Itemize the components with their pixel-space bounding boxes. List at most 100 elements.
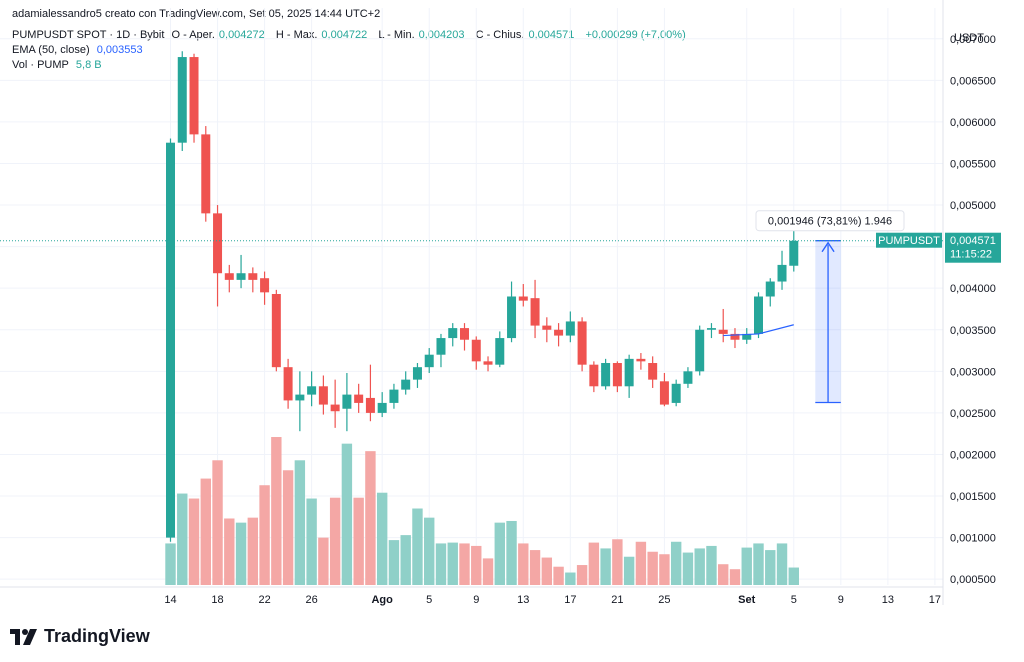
volume-bar bbox=[247, 517, 259, 585]
legend-open-label: O - Aper. bbox=[171, 29, 215, 41]
last-price-countdown: 11:15:22 bbox=[950, 249, 992, 261]
candle-body bbox=[271, 294, 281, 368]
volume-bar bbox=[329, 497, 341, 585]
volume-bar bbox=[518, 543, 529, 585]
volume-bar bbox=[365, 451, 376, 585]
candle-body bbox=[495, 338, 505, 365]
candle-body bbox=[659, 381, 669, 405]
candle-body bbox=[706, 328, 716, 330]
candle-body bbox=[412, 367, 422, 380]
price-tick-label: 0,006000 bbox=[950, 117, 996, 129]
candle-body bbox=[201, 134, 211, 214]
volume-bar bbox=[612, 539, 623, 585]
price-tick-label: 0,003500 bbox=[950, 325, 996, 337]
time-tick-label: 21 bbox=[611, 594, 623, 606]
candle-body bbox=[389, 389, 399, 403]
time-tick-label: 18 bbox=[211, 594, 223, 606]
candle-body bbox=[530, 298, 540, 326]
volume-bar bbox=[459, 543, 470, 585]
tradingview-logo[interactable]: TradingView bbox=[10, 626, 150, 647]
time-axis-labels: 14 18 22 26 Ago 5 9 13 17 21 25 Set 5 9 13 17 bbox=[164, 594, 941, 606]
candle-body bbox=[224, 273, 234, 280]
last-price-marker: PUMPUSDT 0,004571 11:15:22 bbox=[0, 232, 1001, 263]
volume-bar bbox=[635, 541, 647, 585]
last-price-symbol-badge bbox=[876, 232, 942, 248]
header-text: adamialessandro5 creato con TradingView.… bbox=[12, 8, 381, 20]
candle-body bbox=[507, 296, 517, 339]
price-tick-label: 0,005500 bbox=[950, 158, 996, 170]
volume-bars bbox=[165, 437, 799, 585]
ema-polyline bbox=[723, 324, 794, 337]
candle-body bbox=[365, 397, 375, 413]
candle-body bbox=[189, 57, 199, 135]
volume-bar bbox=[506, 520, 517, 585]
candle-body bbox=[777, 264, 787, 282]
volume-bar bbox=[306, 498, 317, 585]
candle-body bbox=[683, 371, 693, 384]
volume-bar bbox=[165, 543, 176, 585]
price-tick-label: 0,007000 bbox=[950, 34, 996, 46]
legend-ema-row[interactable]: EMA (50, close) 0,003553 bbox=[12, 43, 690, 58]
volume-bar bbox=[588, 542, 600, 585]
candle-body bbox=[213, 213, 223, 274]
candle-body bbox=[260, 278, 270, 293]
legend-high-label: H - Max. bbox=[275, 29, 318, 41]
last-price-value: 0,004571 bbox=[950, 235, 996, 247]
volume-bar bbox=[753, 543, 764, 585]
volume-bar bbox=[200, 478, 211, 585]
candle-body bbox=[248, 273, 258, 280]
volume-bar bbox=[282, 470, 294, 585]
candle-body bbox=[612, 363, 622, 387]
volume-bar bbox=[294, 460, 306, 585]
volume-bar bbox=[471, 545, 482, 585]
volume-bar bbox=[553, 566, 564, 585]
candle-body bbox=[377, 402, 387, 413]
volume-bar bbox=[235, 522, 247, 585]
volume-bar bbox=[565, 572, 576, 585]
candle-body bbox=[518, 296, 528, 301]
volume-bar bbox=[788, 567, 799, 585]
candle-body bbox=[460, 328, 469, 340]
legend-close-label: C - Chius. bbox=[475, 29, 525, 41]
legend-ohlc-row[interactable]: PUMPUSDT SPOT · 1D · Bybit O - Aper. 0,00… bbox=[12, 28, 690, 43]
volume-bar bbox=[682, 552, 694, 585]
volume-bar bbox=[529, 550, 541, 585]
price-tick-label: 0,004000 bbox=[950, 283, 996, 295]
volume-bar bbox=[623, 556, 635, 585]
price-tick-label: 0,000500 bbox=[950, 574, 996, 586]
chart-grid bbox=[0, 8, 943, 585]
time-tick-label: 13 bbox=[517, 594, 529, 606]
legend-change: +0,000299 (+7,00%) bbox=[585, 29, 686, 41]
chart-legend: PUMPUSDT SPOT · 1D · Bybit O - Aper. 0,00… bbox=[12, 28, 690, 73]
volume-bar bbox=[659, 554, 670, 585]
measure-label-box bbox=[755, 210, 905, 232]
candle-body bbox=[342, 394, 352, 409]
volume-bar bbox=[412, 508, 423, 585]
candle-body bbox=[648, 363, 658, 380]
candle-body bbox=[565, 321, 575, 336]
time-tick-label: 9 bbox=[473, 594, 479, 606]
volume-bar bbox=[435, 543, 447, 585]
time-tick-label: 22 bbox=[258, 594, 270, 606]
time-tick-label: 17 bbox=[929, 594, 941, 606]
candle-body bbox=[424, 354, 434, 368]
candle-body bbox=[318, 386, 328, 405]
candle-body bbox=[236, 273, 246, 280]
chart-header: adamialessandro5 creato con TradingView.… bbox=[12, 8, 380, 20]
volume-bar bbox=[741, 547, 752, 585]
legend-high-value: 0,004722 bbox=[321, 29, 368, 41]
volume-bar bbox=[670, 541, 682, 585]
candle-body bbox=[401, 379, 411, 390]
last-price-value-badge bbox=[945, 232, 1001, 263]
legend-volume-row[interactable]: Vol · PUMP 5,8 B bbox=[12, 58, 690, 73]
volume-bar bbox=[259, 485, 270, 585]
candle-body bbox=[718, 329, 728, 334]
volume-bar bbox=[224, 518, 235, 585]
legend-low-label: L - Min. bbox=[378, 29, 415, 41]
chart-axes bbox=[0, 0, 944, 605]
time-tick-label: 17 bbox=[564, 594, 576, 606]
volume-bar bbox=[318, 537, 329, 585]
legend-close-value: 0,004571 bbox=[528, 29, 575, 41]
